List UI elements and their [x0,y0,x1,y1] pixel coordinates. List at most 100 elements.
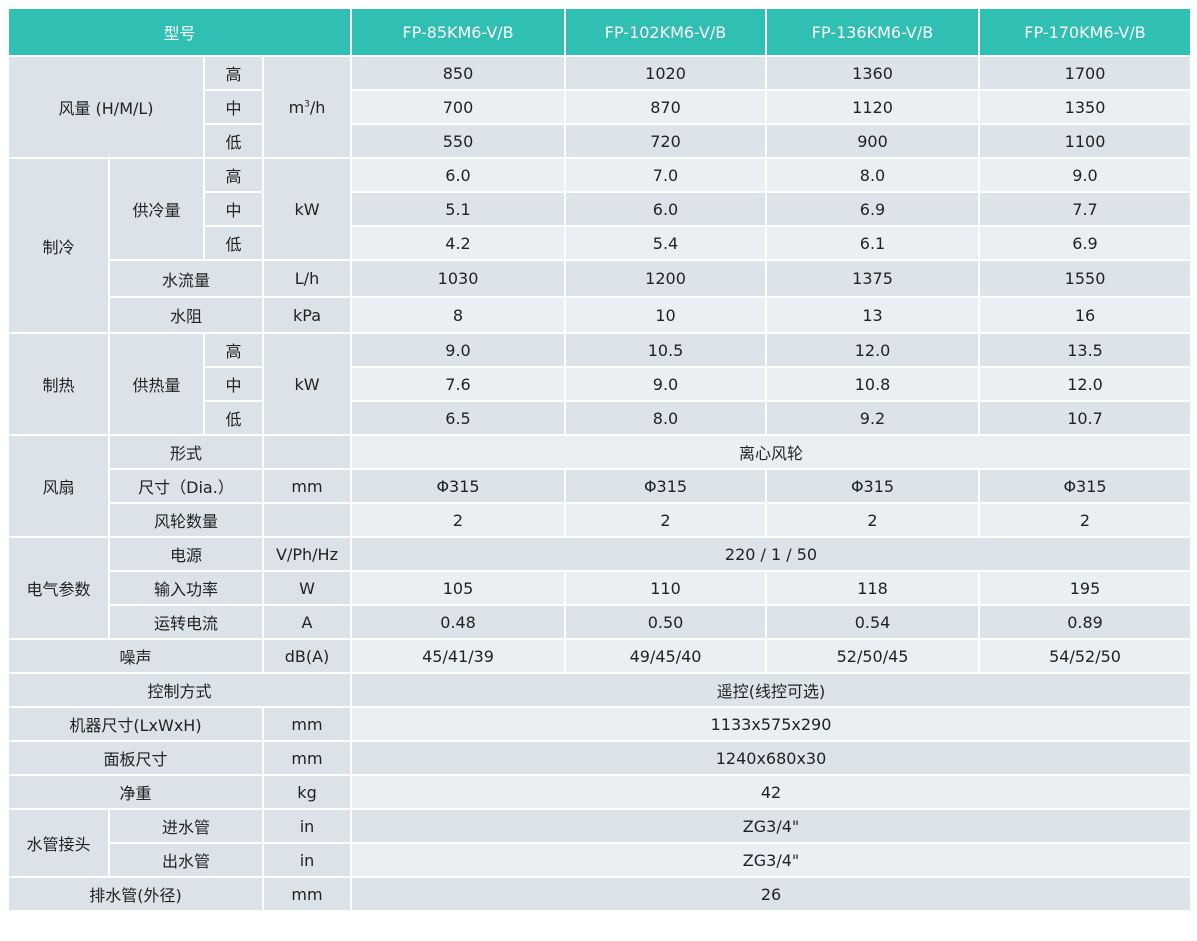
current-unit: A [261,604,353,640]
fan-type-unit [261,434,353,470]
level-label: 低 [203,123,264,159]
panel-unit: mm [261,740,353,776]
current-label: 运转电流 [108,604,264,640]
value-cell: 8.0 [765,157,981,193]
table-row: 水流量 L/h 1030 1200 1375 1550 [8,259,1193,298]
level-label: 高 [203,332,264,368]
value-cell: 870 [564,89,768,125]
table-row: 低 6.5 8.0 9.2 10.7 [8,400,1193,436]
table-row: 出水管 in ZG3/4" [8,842,1193,878]
level-label: 高 [203,157,264,193]
table-row: 低 550 720 900 1100 [8,123,1193,159]
value-cell: 5.4 [564,225,768,261]
input-power-label: 输入功率 [108,570,264,606]
value-cell: Φ315 [765,468,981,504]
table-row: 排水管(外径) mm 26 [7,876,1193,912]
model-name: FP-170KM6-V/B [978,7,1193,57]
panel-label: 面板尺寸 [7,740,264,776]
value-cell: 9.0 [564,366,768,402]
spec-table: 型号 FP-85KM6-V/B FP-102KM6-V/B FP-136KM6-… [6,7,1193,912]
value-cell: 0.89 [978,604,1193,640]
value-cell: 6.0 [350,157,567,193]
table-row: 风扇 形式 离心风轮 [7,434,1193,538]
value-cell: 10.8 [765,366,981,402]
value-cell: 720 [564,123,768,159]
value-cell: 42 [350,774,1193,810]
value-cell: ZG3/4" [350,808,1193,844]
level-label: 低 [203,400,264,436]
value-cell: 2 [765,502,981,538]
value-cell: 52/50/45 [765,638,981,674]
table-row: 水管接头 进水管 in ZG3/4" [7,808,1193,878]
value-cell: 6.1 [765,225,981,261]
level-label: 高 [203,55,264,91]
value-cell: 900 [765,123,981,159]
cooling-unit: kW [261,157,353,261]
water-resistance-unit: kPa [261,296,353,334]
power-supply-unit: V/Ph/Hz [261,536,353,572]
noise-label: 噪声 [7,638,264,674]
value-cell: 12.0 [765,332,981,368]
value-cell: 离心风轮 [350,434,1193,470]
fan-size-label: 尺寸（Dia.） [108,468,264,504]
value-cell: 105 [350,570,567,606]
fan-type-label: 形式 [108,434,264,470]
value-cell: 7.6 [350,366,567,402]
value-cell: 0.48 [350,604,567,640]
table-row: 低 4.2 5.4 6.1 6.9 [8,225,1193,261]
value-cell: 9.0 [978,157,1193,193]
value-cell: ZG3/4" [350,842,1193,878]
value-cell: 6.9 [765,191,981,227]
fan-wheels-unit [261,502,353,538]
electrical-label: 电气参数 [7,536,110,640]
value-cell: 2 [564,502,768,538]
airflow-label: 风量 (H/M/L) [7,55,205,159]
table-row: 制冷 供冷量 高 kW 6.0 7.0 8.0 9.0 [7,157,1193,334]
model-name: FP-136KM6-V/B [765,7,981,57]
table-row: 机器尺寸(LxWxH) mm 1133x575x290 [7,706,1193,742]
level-label: 中 [203,191,264,227]
airflow-unit: m3/h [261,55,353,159]
value-cell: 850 [350,55,567,91]
value-cell: 4.2 [350,225,567,261]
value-cell: 1700 [978,55,1193,91]
value-cell: 6.5 [350,400,567,436]
value-cell: 8 [350,296,567,334]
value-cell: 1240x680x30 [350,740,1193,776]
drain-label: 排水管(外径) [7,876,264,912]
value-cell: 550 [350,123,567,159]
drain-unit: mm [261,876,353,912]
value-cell: 1030 [350,259,567,298]
value-cell: 26 [350,876,1193,912]
table-row: 中 7.6 9.0 10.8 12.0 [8,366,1193,402]
table-row: 尺寸（Dia.） mm Φ315 Φ315 Φ315 Φ315 [8,468,1193,504]
inlet-label: 进水管 [108,808,264,844]
table-row: 噪声 dB(A) 45/41/39 49/45/40 52/50/45 54/52/5… [7,638,1193,674]
value-cell: 13 [765,296,981,334]
noise-unit: dB(A) [261,638,353,674]
value-cell: 9.2 [765,400,981,436]
heating-capacity-label: 供热量 [108,332,205,436]
model-header: 型号 [6,7,353,57]
fan-size-unit: mm [261,468,353,504]
value-cell: 1350 [978,89,1193,125]
value-cell: 1375 [765,259,981,298]
value-cell: 10.7 [978,400,1193,436]
value-cell: 2 [350,502,567,538]
value-cell: 1360 [765,55,981,91]
water-flow-unit: L/h [261,259,353,298]
power-supply-label: 电源 [108,536,264,572]
value-cell: 220 / 1 / 50 [350,536,1193,572]
input-power-unit: W [261,570,353,606]
value-cell: 16 [978,296,1193,334]
cooling-capacity-label: 供冷量 [108,157,205,261]
heating-label: 制热 [7,332,110,436]
outlet-label: 出水管 [108,842,264,878]
heating-unit: kW [261,332,353,436]
value-cell: 10 [564,296,768,334]
model-name: FP-102KM6-V/B [564,7,768,57]
value-cell: 0.50 [564,604,768,640]
value-cell: 7.7 [978,191,1193,227]
value-cell: Φ315 [978,468,1193,504]
